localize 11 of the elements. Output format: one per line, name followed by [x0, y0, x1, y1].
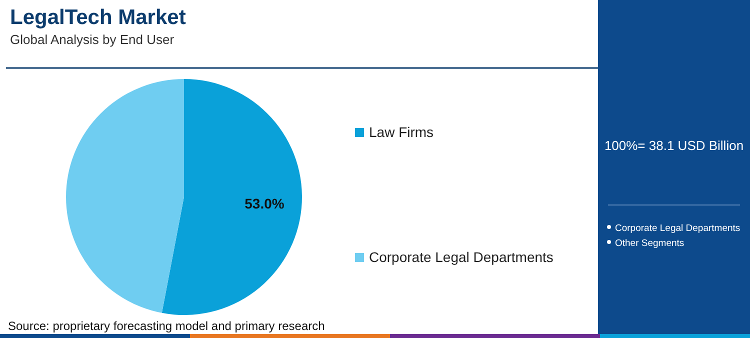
legend-label: Law Firms: [369, 124, 434, 140]
pie-slice: [162, 79, 302, 315]
chart-title: LegalTech Market: [10, 6, 186, 29]
legend-label: Corporate Legal Departments: [369, 249, 554, 265]
chart-subtitle: Global Analysis by End User: [10, 32, 175, 47]
text: 100%= 38.1 USD Billion: [604, 138, 744, 153]
data-label: 53.0%: [244, 196, 285, 212]
text: Corporate Legal Departments: [615, 223, 740, 234]
source-note: Source: proprietary forecasting model and primary research: [8, 319, 325, 333]
text: Other Segments: [615, 238, 684, 249]
pie-slice: [66, 79, 184, 313]
